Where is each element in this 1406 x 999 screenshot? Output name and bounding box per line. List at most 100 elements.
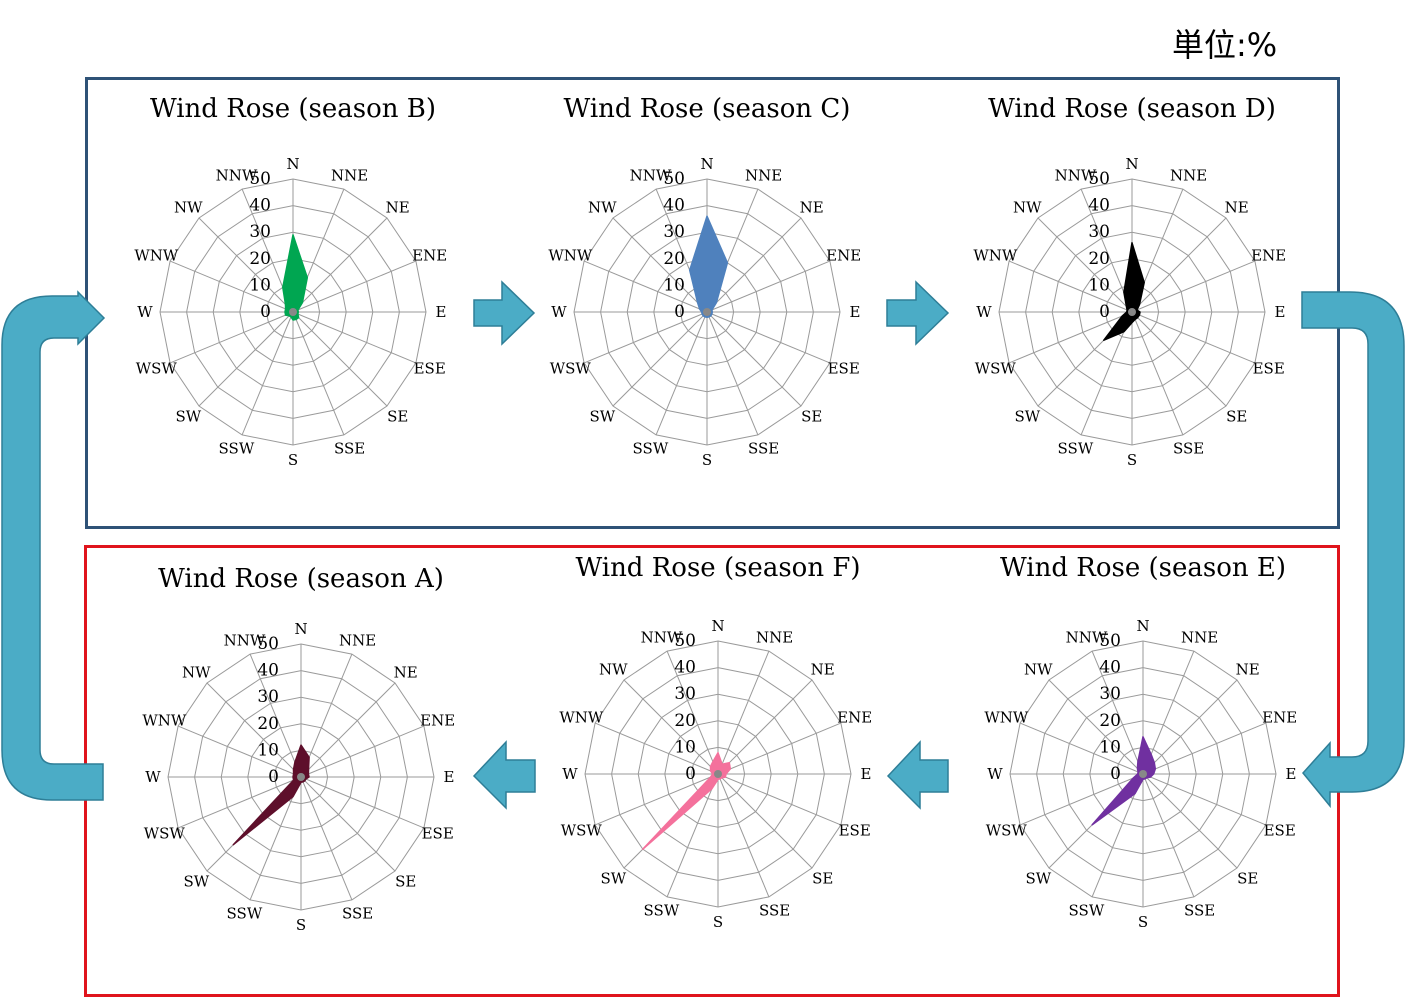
direction-label: ENE [1262, 708, 1297, 726]
grid-spoke [241, 311, 294, 436]
direction-label: NNW [1055, 166, 1097, 184]
direction-label: E [444, 768, 455, 786]
wind-rose-plot: N NNE NE ENE E ESE SE SSE S SSW SW WSW W WNW NW NNW 0 10 2… [984, 617, 1297, 931]
chart-title: Wind Rose (season F) [575, 553, 861, 583]
grid-spoke [300, 682, 396, 778]
direction-label: SW [600, 870, 626, 888]
curved-arrow-left-to-top-icon [1, 290, 106, 801]
direction-label: NNE [1181, 628, 1218, 646]
center-point [1128, 308, 1136, 316]
radial-tick-label: 40 [257, 661, 279, 681]
radial-tick-label: 30 [257, 687, 279, 707]
direction-label: W [987, 765, 1003, 783]
direction-label: SE [1237, 870, 1258, 888]
curved-arrow-right-to-bottom-icon [1301, 291, 1405, 809]
grid-spoke [1037, 217, 1133, 313]
direction-label: SW [1014, 408, 1040, 426]
grid-spoke [612, 311, 708, 407]
radial-tick-label: 0 [260, 302, 271, 322]
grid-spoke [169, 311, 294, 364]
radial-tick-label: 30 [1099, 684, 1121, 704]
direction-label: N [711, 617, 724, 635]
radial-tick-label: 20 [674, 711, 696, 731]
arrow-right-icon [473, 280, 536, 346]
radial-tick-label: 50 [1088, 169, 1110, 189]
direction-label: NW [174, 198, 203, 216]
grid-spoke [1008, 260, 1133, 313]
grid-spoke [198, 217, 294, 313]
direction-label: S [296, 916, 306, 934]
unit-label: 単位:% [1172, 26, 1278, 64]
direction-label: SSE [334, 440, 365, 458]
direction-label: SSE [342, 905, 373, 923]
grid-spoke [666, 773, 719, 898]
grid-spoke [1131, 311, 1256, 364]
data-area [232, 744, 310, 846]
radial-tick-label: 20 [663, 249, 685, 269]
radial-tick-label: 20 [1088, 249, 1110, 269]
grid-spoke [583, 311, 708, 364]
direction-label: WSW [550, 360, 592, 378]
direction-label: E [436, 303, 447, 321]
chart-title: Wind Rose (season B) [149, 94, 437, 124]
chart-title: Wind Rose (season C) [563, 94, 851, 124]
direction-label: NNE [331, 166, 368, 184]
radial-tick-label: 10 [249, 275, 271, 295]
radial-tick-label: 50 [1099, 631, 1121, 651]
direction-label: SE [801, 408, 822, 426]
direction-label: N [294, 620, 307, 638]
direction-label: W [137, 303, 153, 321]
direction-label: ESE [422, 825, 454, 843]
direction-label: SE [1226, 408, 1247, 426]
radial-tick-label: 20 [257, 714, 279, 734]
radial-tick-label: 20 [249, 249, 271, 269]
direction-label: WNW [142, 711, 187, 729]
direction-label: WNW [559, 708, 604, 726]
center-point [297, 773, 305, 781]
direction-label: S [1127, 451, 1137, 469]
radial-tick-label: 30 [674, 684, 696, 704]
direction-label: WSW [986, 822, 1028, 840]
direction-label: WSW [144, 825, 186, 843]
grid-spoke [1142, 722, 1267, 775]
grid-spoke [1142, 679, 1238, 775]
direction-label: NNW [224, 631, 266, 649]
radial-tick-label: 10 [1088, 275, 1110, 295]
direction-label: N [286, 155, 299, 173]
direction-label: S [1138, 913, 1148, 931]
radial-tick-label: 40 [674, 658, 696, 678]
direction-label: SSW [227, 905, 263, 923]
direction-label: NNW [630, 166, 672, 184]
chart-title: Wind Rose (season D) [988, 94, 1276, 124]
arrow-right-icon [886, 280, 950, 346]
direction-label: NNW [216, 166, 258, 184]
direction-label: N [700, 155, 713, 173]
wind-rose-season-c: Wind Rose (season C) N NNE NE ENE E ESE SE SSE S… [497, 94, 917, 521]
direction-label: ESE [828, 360, 860, 378]
grid-spoke [1019, 773, 1144, 826]
direction-label: NW [182, 663, 211, 681]
grid-spoke [717, 773, 813, 869]
grid-spoke [717, 773, 842, 826]
grid-spoke [249, 653, 302, 778]
direction-label: NW [599, 660, 628, 678]
direction-label: SSE [1173, 440, 1204, 458]
wind-rose-plot: N NNE NE ENE E ESE SE SSE S SSW SW WSW W WNW NW NNW 0 10 2… [548, 155, 861, 469]
arrow-left-icon [472, 740, 536, 810]
grid-spoke [292, 260, 417, 313]
direction-label: E [850, 303, 861, 321]
grid-spoke [666, 650, 719, 775]
grid-spoke [1142, 773, 1195, 898]
wind-rose-season-b: Wind Rose (season B) N NNE NE ENE E ESE SE SSE S… [83, 94, 503, 521]
grid-spoke [177, 776, 302, 829]
wind-rose-season-e: Wind Rose (season E) N NNE NE ENE E ESE SE SSE S… [933, 553, 1353, 980]
grid-spoke [612, 217, 708, 313]
radial-tick-label: 10 [257, 740, 279, 760]
direction-label: W [145, 768, 161, 786]
radial-tick-label: 50 [674, 631, 696, 651]
direction-label: WNW [134, 246, 179, 264]
grid-spoke [706, 217, 802, 313]
direction-label: WSW [136, 360, 178, 378]
grid-spoke [706, 311, 802, 407]
direction-label: S [288, 451, 298, 469]
